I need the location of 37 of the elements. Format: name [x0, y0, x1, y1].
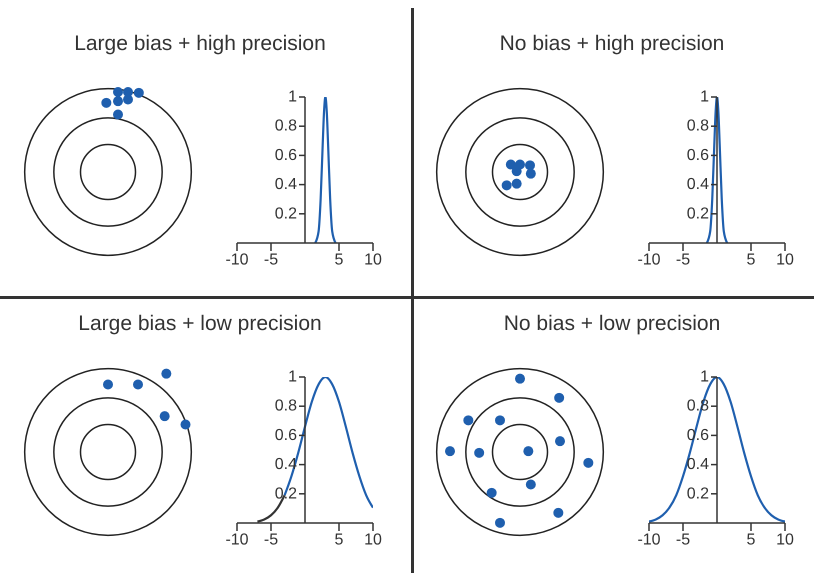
- y-tick-label: 0.6: [274, 426, 298, 444]
- y-tick-label: 0.4: [686, 176, 710, 194]
- y-tick-label: 0.2: [274, 205, 298, 222]
- x-tick-label: -5: [676, 531, 690, 548]
- line-series: [314, 97, 337, 243]
- x-tick-label: -5: [676, 251, 690, 268]
- chart-title: No bias + low precision: [502, 312, 722, 336]
- y-tick-label: 0.6: [274, 146, 298, 164]
- x-tick-label: 5: [334, 251, 344, 268]
- x-tick-label: 5: [334, 531, 344, 548]
- chart-title: No bias + high precision: [498, 32, 726, 56]
- x-tick-label: -10: [225, 531, 249, 548]
- x-tick-label: 5: [746, 531, 756, 548]
- y-tick-label: 1: [288, 88, 298, 106]
- x-tick-label: 10: [364, 531, 382, 548]
- y-tick-label: 0.6: [686, 146, 710, 164]
- chart-title: Large bias + low precision: [77, 312, 323, 336]
- y-tick-label: 0.8: [274, 118, 298, 135]
- y-tick-label: 0.2: [686, 205, 710, 222]
- x-tick-label: -5: [264, 531, 278, 548]
- x-tick-label: -10: [637, 251, 661, 268]
- y-tick-label: 0.8: [274, 398, 298, 415]
- x-tick-label: 10: [776, 531, 794, 548]
- chart-title: Large bias + high precision: [73, 32, 327, 56]
- y-tick-label: 1: [288, 368, 298, 386]
- x-tick-label: -5: [264, 251, 278, 268]
- y-tick-label: 0.4: [274, 176, 298, 194]
- x-tick-label: 10: [364, 251, 382, 268]
- y-tick-label: 0.8: [686, 118, 710, 135]
- x-tick-label: -10: [637, 531, 661, 548]
- y-tick-label: 0.4: [686, 456, 710, 474]
- x-tick-label: -10: [225, 251, 249, 268]
- y-tick-label: 1: [700, 88, 710, 106]
- x-tick-label: 5: [746, 251, 756, 268]
- y-tick-label: 0.2: [686, 485, 710, 502]
- x-tick-label: 10: [776, 251, 794, 268]
- y-tick-label: 1: [700, 368, 710, 386]
